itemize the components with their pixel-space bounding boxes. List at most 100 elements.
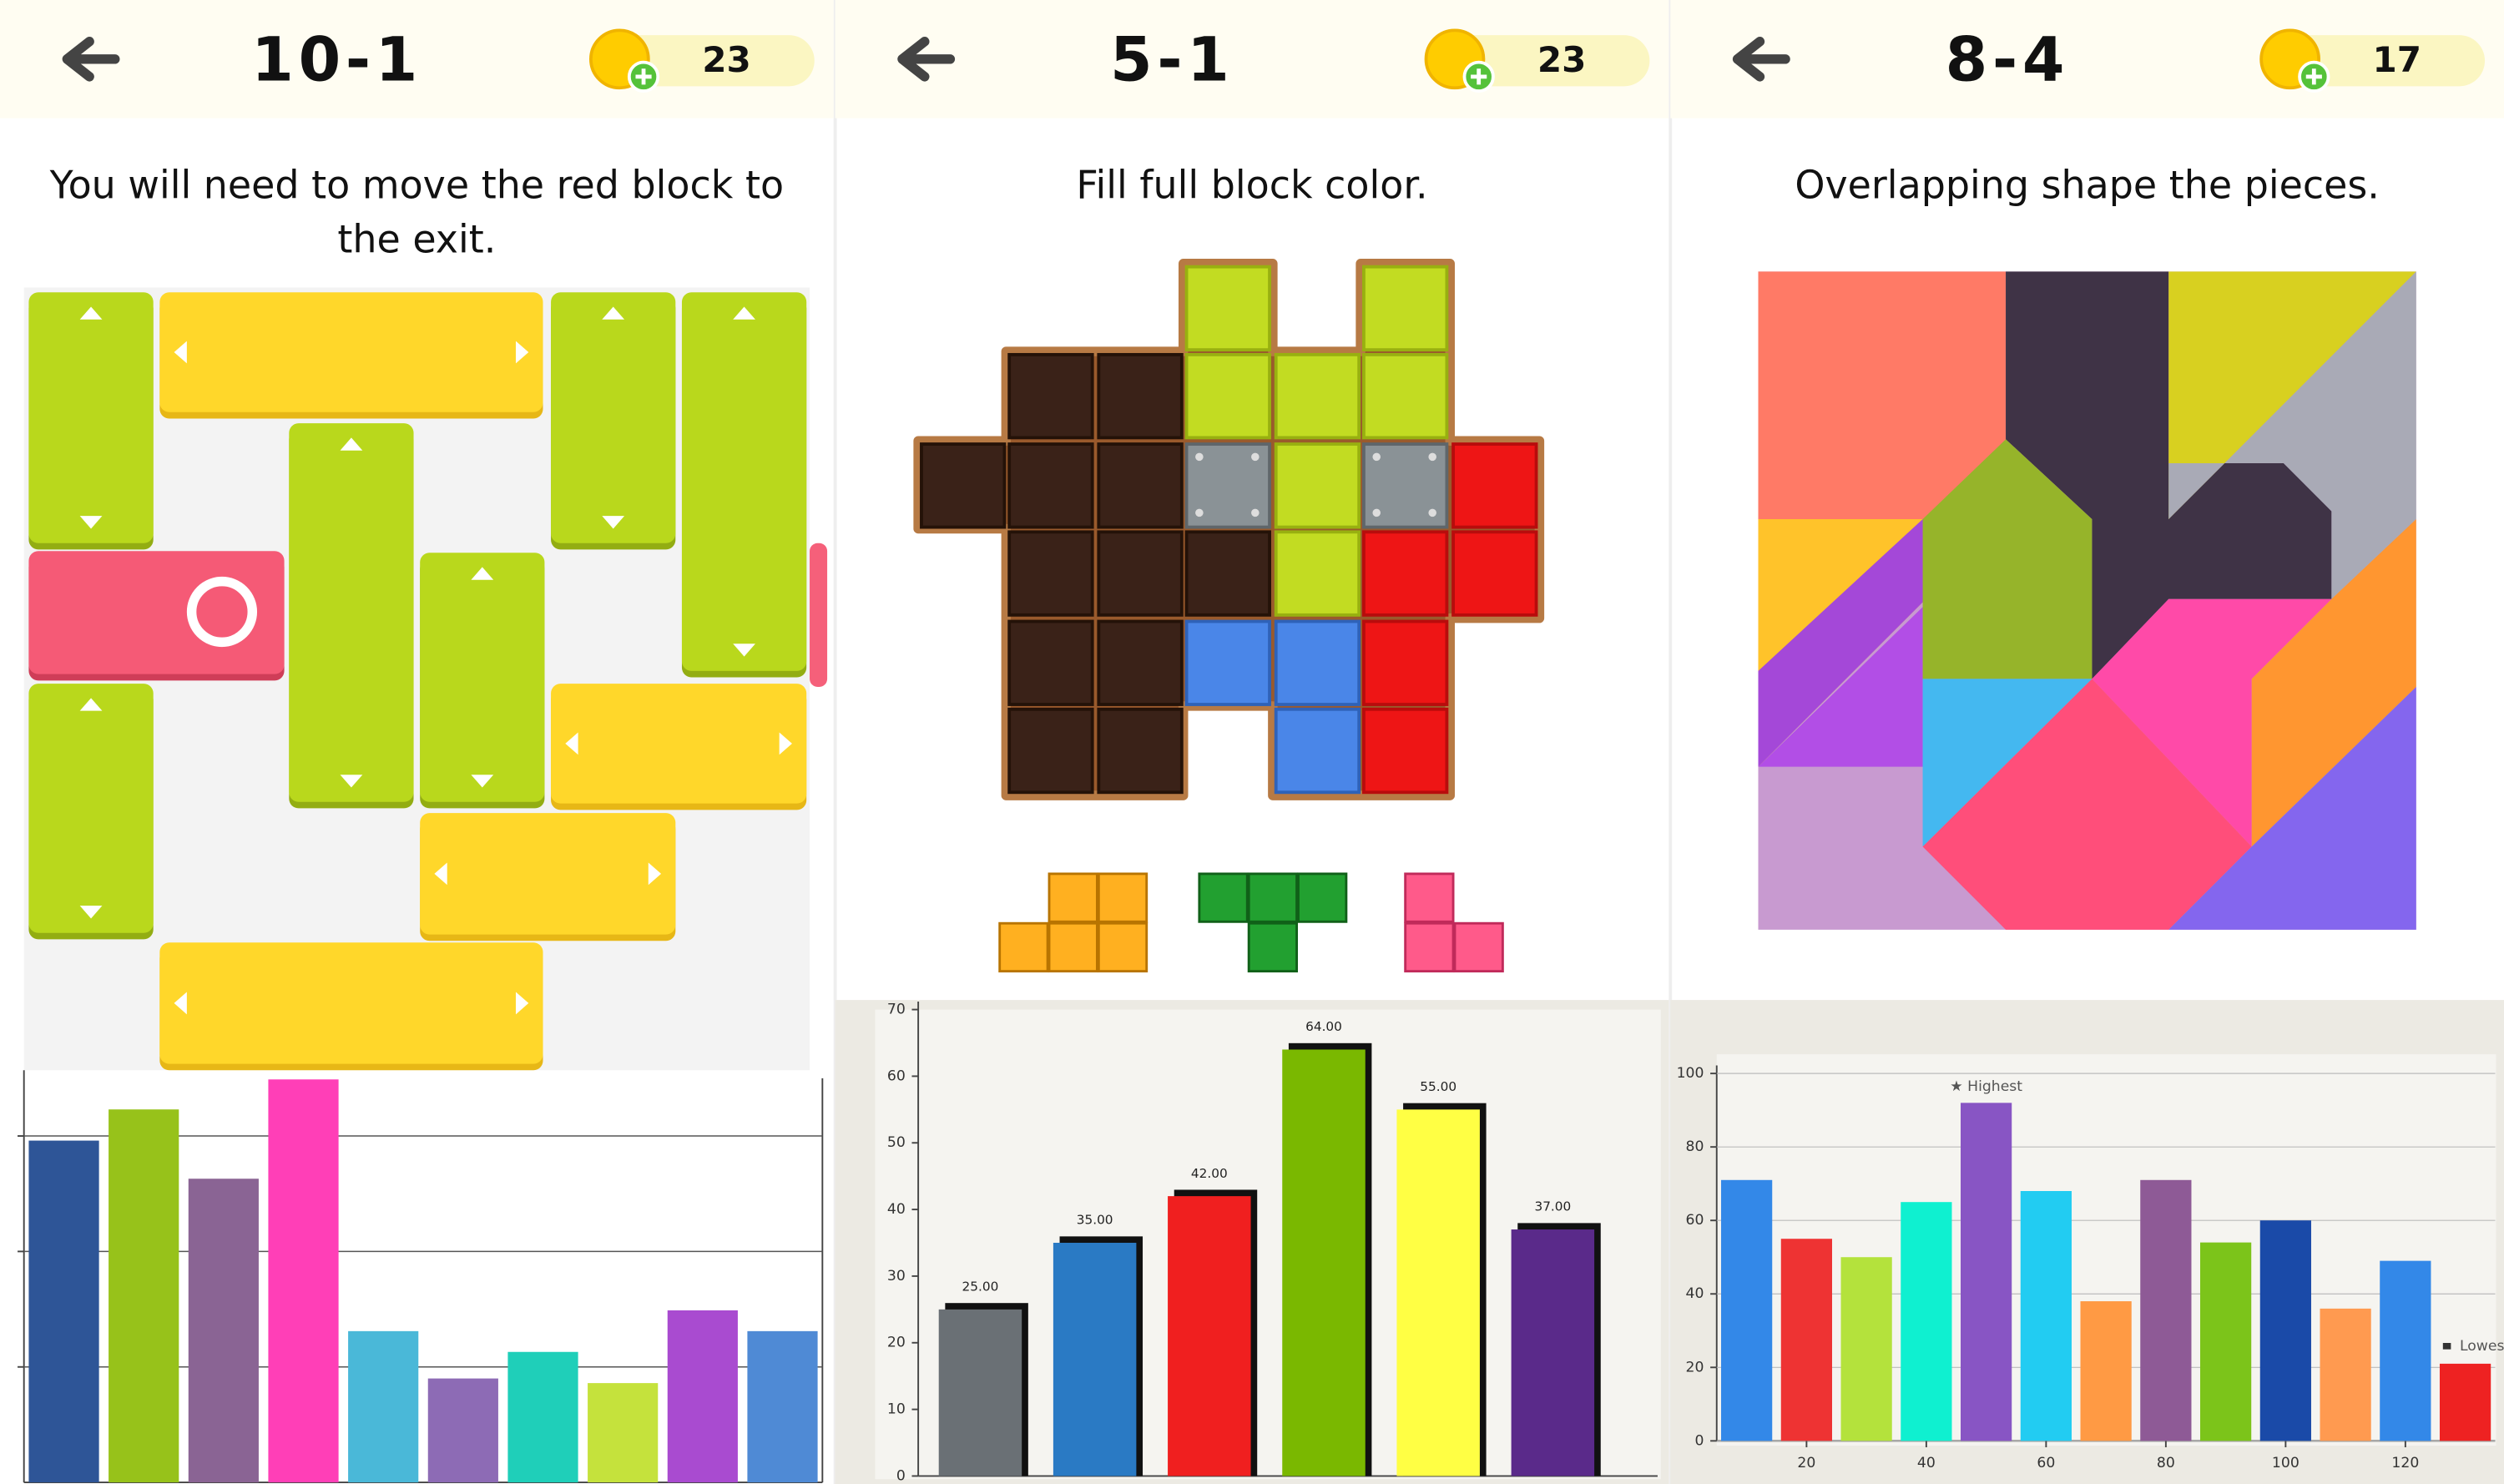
piece[interactable] [1198, 872, 1348, 973]
y-tick-label: 0 [896, 1467, 906, 1484]
cell [1007, 442, 1094, 529]
piece-cell [1404, 872, 1455, 923]
block[interactable] [551, 292, 676, 550]
back-button[interactable] [897, 37, 956, 82]
block[interactable] [420, 813, 676, 941]
block[interactable] [28, 551, 285, 681]
bar [109, 1109, 179, 1483]
cell [1097, 352, 1184, 440]
headers: 10-1 23 You will need to move the red bloc… [0, 0, 2504, 262]
level-label: 8-4 [1946, 26, 2070, 96]
y-tick-label: 30 [887, 1268, 906, 1285]
bar [1396, 1109, 1480, 1476]
instruction-box: Overlapping shape the pieces. [1795, 163, 2380, 208]
back-button[interactable] [62, 37, 120, 82]
piece-cell [1198, 872, 1249, 923]
instruction: You will need to move the red block to t… [49, 163, 785, 262]
cell [1274, 442, 1361, 529]
exit [810, 543, 828, 687]
back-button[interactable] [1732, 37, 1790, 82]
coin-pill [609, 35, 815, 87]
piece [2251, 519, 2416, 847]
rivet [1251, 452, 1260, 462]
piece-cell [1247, 921, 1299, 973]
piece-cell [1404, 921, 1455, 973]
cell [1362, 619, 1449, 706]
coin-pill [2280, 35, 2486, 87]
piece-cell [1097, 921, 1149, 973]
annotation: ★ Highest [1950, 1078, 2022, 1095]
block[interactable] [159, 292, 543, 419]
piece [1922, 439, 2093, 679]
value-label: 64.00 [1305, 1019, 1342, 1034]
y-tick-label: 50 [887, 1134, 906, 1151]
cell [1274, 352, 1361, 440]
piece [1922, 679, 2252, 930]
piece [2168, 686, 2416, 930]
bar [588, 1383, 659, 1483]
coin-count: 17 [2373, 39, 2422, 80]
block[interactable] [159, 942, 543, 1071]
plus-sign [1471, 68, 1487, 85]
cell [920, 442, 1007, 529]
bar [1721, 1179, 1773, 1441]
block[interactable] [551, 684, 807, 810]
rivet [1251, 508, 1260, 517]
bar [938, 1309, 1022, 1476]
cell [1362, 530, 1449, 617]
sliding-puzzle [23, 287, 828, 1071]
block[interactable] [289, 423, 414, 809]
value-label: 55.00 [1420, 1079, 1456, 1094]
cell [1007, 530, 1094, 617]
cell [1097, 707, 1184, 795]
piece-cell [1247, 872, 1299, 923]
cell [1007, 352, 1094, 440]
piece-cell [1097, 872, 1149, 923]
plus-sign [635, 68, 652, 85]
block[interactable] [28, 292, 154, 550]
back-arrow [62, 37, 120, 82]
target-ring [186, 576, 258, 648]
bar [1840, 1257, 1892, 1441]
rivet [1372, 508, 1381, 517]
bar [507, 1351, 578, 1483]
block[interactable] [681, 292, 807, 678]
annotation-marker [2442, 1343, 2451, 1350]
y-tick-label: 20 [1686, 1359, 1704, 1375]
block-face [551, 684, 807, 804]
piece-cell [1048, 921, 1098, 973]
bar [1168, 1196, 1251, 1476]
x-tick-label: 100 [2272, 1455, 2300, 1471]
cell [1007, 707, 1094, 795]
x-tick-label: 80 [2157, 1455, 2175, 1471]
bar [1511, 1229, 1595, 1476]
cell [1362, 265, 1449, 352]
block[interactable] [28, 684, 154, 940]
y-tick-label: 40 [1686, 1285, 1704, 1302]
bar [1780, 1239, 1832, 1441]
cell [1451, 442, 1538, 529]
piece[interactable] [1404, 872, 1504, 973]
bar [2320, 1308, 2371, 1441]
cell [1274, 530, 1361, 617]
block[interactable] [420, 553, 545, 809]
cell [1097, 530, 1184, 617]
rivet [1372, 452, 1381, 462]
divider [833, 0, 837, 1484]
divider [1668, 0, 1673, 1484]
rivet [1428, 508, 1436, 517]
instruction-box: Fill full block color. [1076, 163, 1427, 208]
cell [1451, 530, 1538, 617]
piece[interactable] [998, 872, 1149, 973]
bar [2380, 1260, 2431, 1441]
block-face [28, 551, 285, 674]
bar [1053, 1243, 1137, 1476]
bar [28, 1140, 99, 1483]
x-tick-label: 20 [1797, 1455, 1815, 1471]
cell [1184, 265, 1271, 352]
block-face [28, 684, 154, 933]
bar [1901, 1202, 1952, 1441]
cell [1097, 619, 1184, 706]
bar [2080, 1301, 2132, 1441]
